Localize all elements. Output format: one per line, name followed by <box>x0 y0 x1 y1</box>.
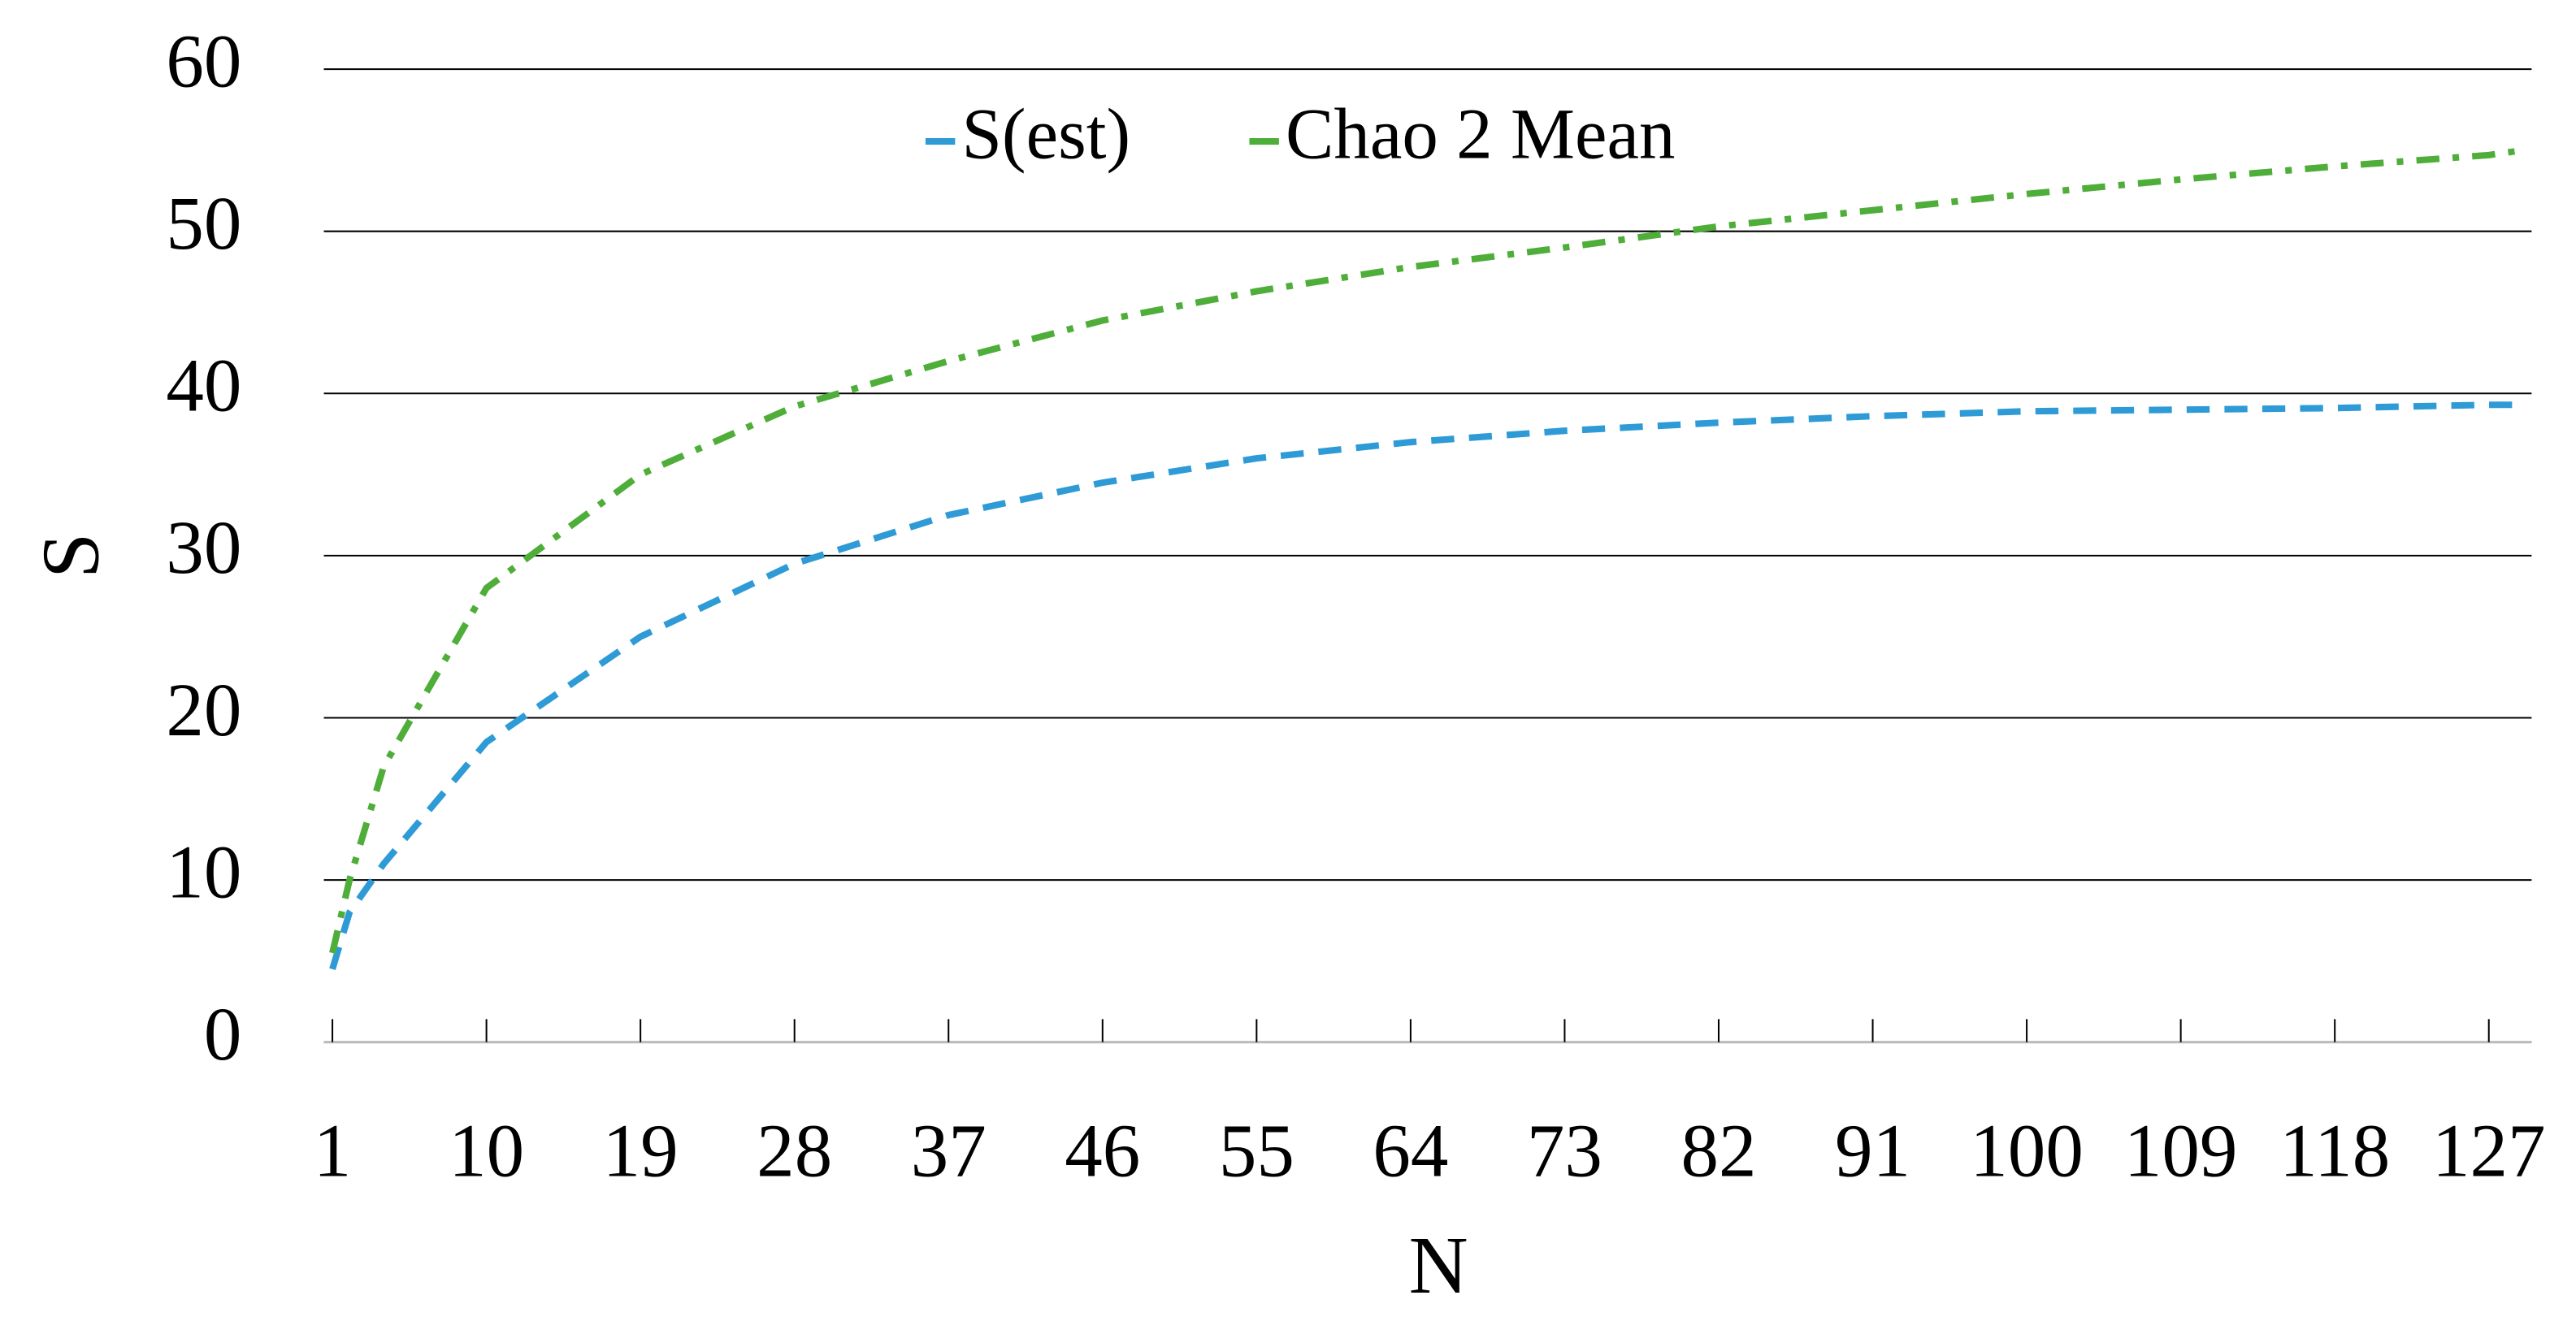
y-tick-label: 40 <box>166 344 241 428</box>
series-line <box>329 146 2524 954</box>
x-tick-label: 1 <box>314 1110 352 1194</box>
x-tick-label: 73 <box>1527 1110 1602 1194</box>
x-tick-label: 127 <box>2432 1110 2546 1194</box>
x-tick-label: 109 <box>2124 1110 2238 1194</box>
y-axis-label: S <box>24 533 115 578</box>
x-tick-label: 118 <box>2279 1110 2390 1194</box>
x-tick-label: 55 <box>1219 1110 1295 1194</box>
y-tick-label: 10 <box>166 830 241 914</box>
x-tick-label: 91 <box>1835 1110 1910 1194</box>
y-tick-label: 50 <box>166 182 241 266</box>
x-tick-label: 46 <box>1065 1110 1140 1194</box>
x-tick-label: 64 <box>1373 1110 1448 1194</box>
x-tick-label: 82 <box>1680 1110 1756 1194</box>
legend-label: Chao 2 Mean <box>1286 95 1676 175</box>
series-line <box>329 401 2523 971</box>
y-tick-label: 60 <box>166 19 241 103</box>
x-axis-label: N <box>1409 1220 1468 1311</box>
y-tick-label: 0 <box>204 993 242 1077</box>
x-tick-label: 37 <box>911 1110 987 1194</box>
y-tick-label: 20 <box>166 669 241 752</box>
x-tick-label: 19 <box>603 1110 679 1194</box>
x-tick-label: 28 <box>757 1110 832 1194</box>
x-tick-label: 100 <box>1970 1110 2084 1194</box>
legend-label: S(est) <box>961 95 1130 175</box>
y-tick-label: 30 <box>166 506 241 590</box>
x-tick-label: 10 <box>449 1110 524 1194</box>
